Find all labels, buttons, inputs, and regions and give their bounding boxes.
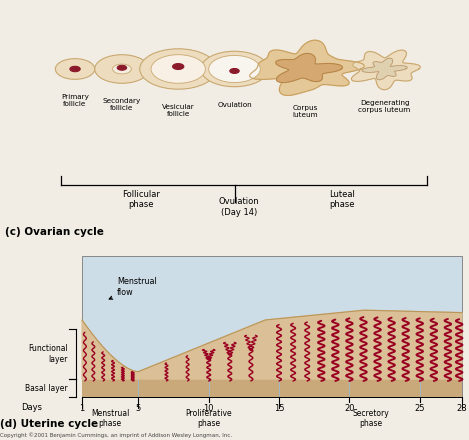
Text: Days: Days	[21, 403, 42, 412]
Text: Secretory
phase: Secretory phase	[352, 409, 389, 429]
Bar	[82, 379, 462, 397]
Text: 28: 28	[457, 404, 467, 413]
Text: Corpus
luteum: Corpus luteum	[292, 106, 318, 118]
Text: 5: 5	[136, 404, 141, 413]
Text: Basal layer: Basal layer	[25, 384, 68, 393]
Circle shape	[209, 55, 260, 83]
Text: 1: 1	[79, 404, 85, 413]
Text: (d) Uterine cycle: (d) Uterine cycle	[0, 418, 98, 429]
Text: Functional
layer: Functional layer	[28, 344, 68, 363]
Polygon shape	[276, 53, 342, 82]
Circle shape	[151, 55, 205, 83]
Text: 15: 15	[274, 404, 284, 413]
Polygon shape	[351, 50, 420, 90]
Text: Ovulation: Ovulation	[217, 102, 252, 107]
Text: Ovulation
(Day 14): Ovulation (Day 14)	[219, 197, 259, 216]
Text: Primary
follicle: Primary follicle	[61, 94, 89, 107]
Circle shape	[95, 55, 149, 83]
Text: Proliferative
phase: Proliferative phase	[185, 409, 232, 429]
Text: Vesicular
follicle: Vesicular follicle	[162, 104, 195, 117]
Text: 10: 10	[204, 404, 214, 413]
Polygon shape	[82, 310, 462, 379]
Circle shape	[173, 63, 184, 70]
Circle shape	[70, 66, 80, 72]
Text: Luteal
phase: Luteal phase	[329, 190, 356, 209]
Polygon shape	[362, 58, 407, 80]
Text: 20: 20	[344, 404, 355, 413]
Text: Menstrual
flow: Menstrual flow	[109, 277, 157, 299]
Text: Follicular
phase: Follicular phase	[122, 190, 159, 209]
Text: (c) Ovarian cycle: (c) Ovarian cycle	[5, 227, 104, 237]
Circle shape	[55, 59, 95, 79]
Circle shape	[113, 64, 131, 74]
Circle shape	[117, 65, 127, 70]
Text: 25: 25	[415, 404, 425, 413]
Circle shape	[201, 51, 268, 87]
Text: Menstrual
phase: Menstrual phase	[91, 409, 129, 429]
Text: Copyright ©2001 Benjamin Cummings, an imprint of Addison Wesley Longman, Inc.: Copyright ©2001 Benjamin Cummings, an im…	[0, 433, 232, 438]
Circle shape	[140, 49, 217, 89]
Circle shape	[230, 69, 239, 73]
Bar	[82, 256, 462, 397]
Polygon shape	[250, 40, 364, 95]
Text: Degenerating
corpus luteum: Degenerating corpus luteum	[358, 100, 411, 113]
Text: Secondary
follicle: Secondary follicle	[103, 98, 141, 111]
